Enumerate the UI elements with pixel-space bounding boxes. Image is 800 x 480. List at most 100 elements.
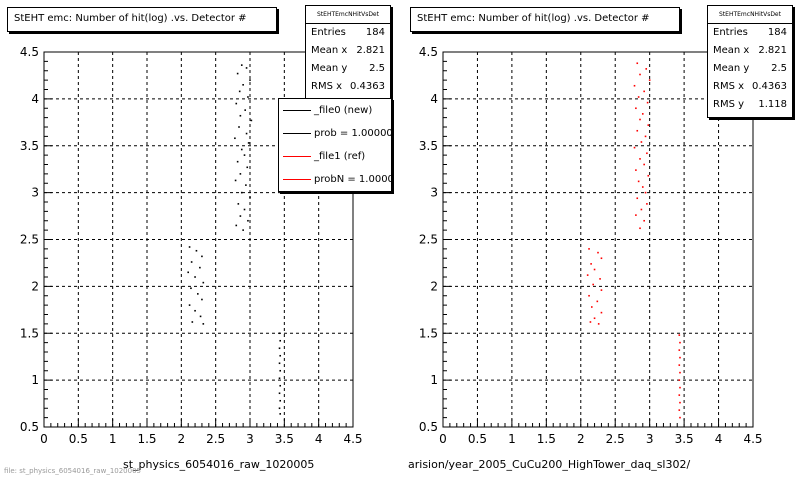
- data-point: [240, 191, 243, 194]
- data-point: [679, 341, 681, 344]
- legend-box: _file0 (new) prob = 1.000000 _file1 (ref…: [278, 98, 392, 192]
- data-point: [596, 300, 599, 303]
- stats-row: Entries 184: [713, 27, 787, 38]
- x-tick-label: 3: [646, 432, 654, 446]
- data-point: [678, 334, 681, 336]
- stats-row: Entries 184: [311, 27, 385, 38]
- data-point: [678, 349, 681, 351]
- data-point: [188, 304, 191, 306]
- data-point: [637, 96, 640, 98]
- data-point: [278, 347, 281, 350]
- data-point: [243, 154, 246, 156]
- y-tick-label: 1.5: [20, 326, 39, 340]
- y-tick-label: 4: [430, 92, 438, 106]
- x-tick-label: 2: [178, 432, 186, 446]
- y-tick-label: 0.5: [419, 420, 438, 434]
- data-point: [633, 146, 636, 149]
- data-point: [679, 371, 681, 374]
- legend-entry: probN = 1.000000: [279, 168, 391, 191]
- data-point: [234, 137, 236, 140]
- legend-label: probN = 1.000000: [314, 174, 391, 185]
- legend-entry: _file1 (ref): [279, 145, 391, 168]
- x-tick-label: 1.5: [137, 432, 156, 446]
- data-point: [238, 126, 240, 128]
- data-point: [187, 271, 189, 274]
- data-point: [279, 369, 282, 372]
- footer-text: file: st_physics_6054016_raw_1020005: [4, 467, 141, 475]
- y-tick-label: 4.5: [20, 45, 39, 59]
- y-tick-label: 3: [31, 186, 39, 200]
- data-point: [644, 191, 647, 194]
- data-point: [239, 215, 242, 217]
- data-point: [679, 356, 681, 359]
- data-point: [246, 166, 249, 169]
- data-point: [279, 354, 282, 357]
- legend-line-swatch: [283, 179, 311, 180]
- legend-entry: _file0 (new): [279, 99, 391, 122]
- data-point: [199, 315, 202, 318]
- data-point: [639, 158, 641, 160]
- data-point: [190, 261, 193, 263]
- data-point: [249, 196, 251, 199]
- data-point: [279, 413, 282, 415]
- stats-row: RMS y 1.118: [713, 99, 787, 110]
- data-point: [240, 148, 243, 151]
- y-tick-label: 4.5: [419, 45, 438, 59]
- data-point: [234, 179, 237, 182]
- right-panel-title: StEHT emc: Number of hit(log) .vs. Detec…: [410, 7, 680, 32]
- data-point: [647, 124, 650, 126]
- x-tick-label: 0.5: [69, 432, 88, 446]
- data-point: [645, 68, 648, 70]
- x-tick-label: 4: [715, 432, 723, 446]
- legend-line-swatch: [283, 110, 311, 111]
- data-point: [600, 289, 603, 291]
- x-tick-label: 0.5: [468, 432, 487, 446]
- stats-row: RMS x 0.4363: [311, 81, 385, 92]
- data-point: [247, 142, 250, 144]
- data-point: [190, 287, 192, 290]
- left-panel-title: StEHT emc: Number of hit(log) .vs. Detec…: [7, 7, 277, 32]
- left-stats-box: StEHTEmcNHitVsDet Entries 184 Mean x 2.821…: [305, 5, 391, 100]
- data-point: [235, 102, 238, 105]
- y-tick-label: 2: [31, 279, 39, 293]
- data-point: [588, 248, 590, 250]
- data-point: [247, 96, 249, 98]
- data-point: [647, 174, 650, 177]
- data-point: [591, 306, 593, 308]
- data-point: [250, 119, 253, 122]
- data-point: [244, 109, 246, 111]
- data-point: [245, 184, 247, 186]
- data-point: [279, 339, 282, 342]
- y-tick-label: 3: [430, 186, 438, 200]
- data-point: [639, 73, 641, 76]
- right-stats-name: StEHTEmcNHitVsDet: [708, 6, 792, 24]
- legend-label: prob = 1.000000: [314, 128, 392, 139]
- x-tick-label: 2.5: [606, 432, 625, 446]
- y-tick-label: 2: [430, 279, 438, 293]
- data-point: [249, 79, 251, 81]
- data-point: [599, 278, 601, 280]
- data-point: [593, 317, 596, 320]
- data-point: [592, 283, 594, 286]
- data-point: [586, 274, 589, 276]
- data-point: [588, 294, 590, 297]
- data-point: [637, 180, 640, 183]
- legend-line-swatch: [283, 133, 311, 134]
- data-point: [679, 401, 681, 404]
- data-point: [590, 263, 592, 265]
- data-point: [197, 293, 199, 295]
- y-tick-label: 0.5: [20, 420, 39, 434]
- data-point: [678, 379, 681, 381]
- legend-label: _file1 (ref): [314, 151, 366, 162]
- data-point: [643, 163, 645, 166]
- data-point: [644, 135, 647, 138]
- data-point: [195, 249, 198, 252]
- data-point: [648, 79, 651, 81]
- data-point: [593, 268, 596, 271]
- data-point: [239, 173, 242, 175]
- data-point: [201, 255, 203, 258]
- data-point: [191, 321, 194, 323]
- stats-row: Mean y 2.5: [713, 63, 787, 74]
- data-point: [194, 309, 196, 312]
- y-tick-label: 2.5: [419, 233, 438, 247]
